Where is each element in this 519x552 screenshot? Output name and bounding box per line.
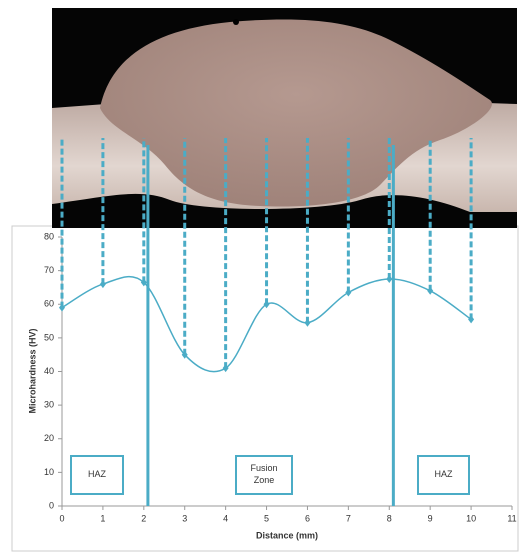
x-tick-label: 1 — [100, 513, 105, 523]
zone-label: HAZ — [70, 455, 124, 495]
x-tick-label: 9 — [428, 513, 433, 523]
x-axis-title: Distance (mm) — [256, 530, 318, 540]
data-point — [468, 315, 475, 324]
x-tick-label: 6 — [305, 513, 310, 523]
data-point — [263, 300, 270, 309]
x-tick-label: 8 — [387, 513, 392, 523]
x-tick-label: 3 — [182, 513, 187, 523]
y-axis-title: Microhardness (HV) — [27, 328, 37, 413]
x-tick-label: 2 — [141, 513, 146, 523]
zone-label: Fusion Zone — [235, 455, 293, 495]
x-tick-label: 7 — [346, 513, 351, 523]
data-point — [140, 278, 147, 287]
x-tick-label: 5 — [264, 513, 269, 523]
y-tick-label: 40 — [44, 366, 54, 376]
data-point — [386, 275, 393, 284]
y-tick-label: 70 — [44, 265, 54, 275]
y-tick-label: 50 — [44, 332, 54, 342]
series-line — [61, 275, 472, 373]
x-tick-label: 11 — [507, 513, 516, 523]
data-point — [181, 350, 188, 359]
zone-label: HAZ — [417, 455, 470, 495]
x-tick-label: 0 — [59, 513, 64, 523]
data-point — [99, 280, 106, 289]
y-tick-label: 20 — [44, 433, 54, 443]
x-tick-label: 4 — [223, 513, 228, 523]
x-tick-label: 10 — [466, 513, 476, 523]
y-tick-label: 80 — [44, 231, 54, 241]
y-tick-label: 0 — [49, 500, 54, 510]
data-point — [345, 288, 352, 297]
chart-frame — [11, 225, 519, 552]
data-point — [427, 286, 434, 295]
micrograph — [52, 8, 517, 228]
data-point — [59, 303, 65, 312]
data-point — [222, 364, 229, 373]
data-point — [304, 318, 311, 327]
y-tick-label: 60 — [44, 299, 54, 309]
y-tick-label: 30 — [44, 400, 54, 410]
y-tick-label: 10 — [44, 467, 54, 477]
